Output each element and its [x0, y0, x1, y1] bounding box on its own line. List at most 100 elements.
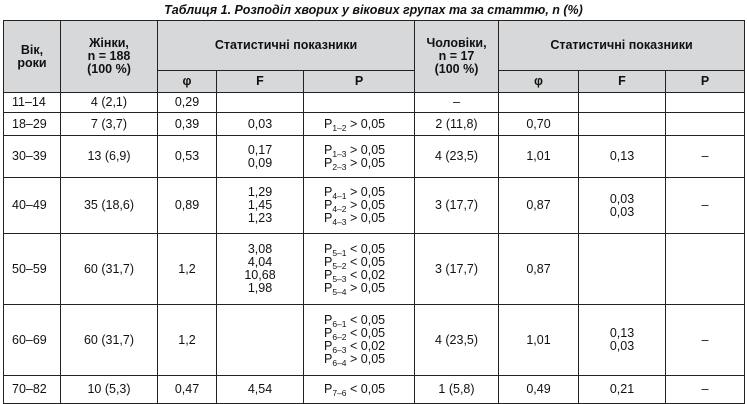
- f-value: 0,03: [609, 204, 635, 219]
- women-count-cell: 7 (3,7): [60, 112, 158, 136]
- f-value: 0,03: [609, 339, 635, 353]
- phi-women-cell: 0,47: [157, 375, 217, 404]
- men-count-cell: 3 (17,7): [414, 233, 499, 305]
- f-men-cell: [578, 112, 666, 136]
- header-women: Жінки, n = 188 (100 %): [60, 20, 158, 93]
- header-f-women: F: [216, 70, 304, 93]
- f-men-cell: [578, 233, 666, 305]
- f-value: 0,03: [609, 191, 635, 206]
- p-value: P6–2 < 0,05: [324, 326, 386, 343]
- age-distribution-table: Вік, роки Жінки, n = 188 (100 %) Статист…: [3, 20, 745, 404]
- age-cell: 18–29: [3, 112, 61, 136]
- p-women-cell: P1–3 > 0,05 P2–3 > 0,05: [303, 135, 415, 178]
- phi-men-cell: 0,87: [498, 177, 579, 234]
- table-row: 50–59 60 (31,7) 1,2 3,08 4,04 10,68 1,98 P5–1 <…: [3, 233, 745, 305]
- age-cell: 30–39: [3, 135, 61, 178]
- phi-men-cell: [498, 92, 579, 113]
- table-row: 18–29 7 (3,7) 0,39 0,03 P1–2 > 0,05 2 (11,8) 0…: [3, 112, 745, 136]
- p-value: P7–6 < 0,05: [324, 382, 386, 399]
- f-women-cell: 4,54: [216, 375, 304, 404]
- f-men-cell: [578, 92, 666, 113]
- phi-women-cell: 0,89: [157, 177, 217, 234]
- age-cell: 70–82: [3, 375, 61, 404]
- p-value: P1–2 > 0,05: [324, 116, 386, 133]
- p-value: P4–1 > 0,05: [324, 185, 386, 202]
- p-women-cell: P5–1 < 0,05 P5–2 < 0,05 P5–3 < 0,02 P5–4 > …: [303, 233, 415, 305]
- p-women-cell: P6–1 < 0,05 P6–2 < 0,05 P6–3 < 0,02 P6–4 > …: [303, 304, 415, 376]
- f-men-cell: 0,21: [578, 375, 666, 404]
- phi-men-cell: 0,70: [498, 112, 579, 136]
- header-phi-men: φ: [498, 70, 579, 93]
- p-women-cell: P4–1 > 0,05 P4–2 > 0,05 P4–3 > 0,05: [303, 177, 415, 234]
- f-women-cell: 1,29 1,45 1,23: [216, 177, 304, 234]
- phi-women-cell: 0,39: [157, 112, 217, 136]
- header-stats-women: Статистичні показники: [157, 20, 415, 71]
- p-value: P1–3 > 0,05: [324, 142, 386, 159]
- f-value: 3,08: [247, 242, 273, 256]
- f-value: 0,09: [247, 155, 273, 170]
- p-women-cell: P1–2 > 0,05: [303, 112, 415, 136]
- f-women-cell: [216, 304, 304, 376]
- header-men: Чоловіки, n = 17 (100 %): [414, 20, 499, 93]
- f-value: 0,13: [609, 326, 635, 340]
- table-row: 40–49 35 (18,6) 0,89 1,29 1,45 1,23 P4–1 > 0,0…: [3, 177, 745, 234]
- age-cell: 50–59: [3, 233, 61, 305]
- men-count-cell: 1 (5,8): [414, 375, 499, 404]
- p-men-cell: [665, 233, 745, 305]
- p-value: P6–4 > 0,05: [324, 352, 386, 369]
- f-value: 1,23: [247, 211, 273, 225]
- f-men-cell: 0,13 0,03: [578, 304, 666, 376]
- age-cell: 40–49: [3, 177, 61, 234]
- table-row: 60–69 60 (31,7) 1,2 P6–1 < 0,05 P6–2 < 0,05 P…: [3, 304, 745, 376]
- table-row: 11–14 4 (2,1) 0,29 –: [3, 92, 745, 113]
- phi-men-cell: 0,49: [498, 375, 579, 404]
- header-p-women: P: [303, 70, 415, 93]
- f-women-cell: [216, 92, 304, 113]
- f-men-cell: 0,03 0,03: [578, 177, 666, 234]
- p-women-cell: P7–6 < 0,05: [303, 375, 415, 404]
- header-age: Вік, роки: [3, 20, 61, 93]
- p-men-cell: [665, 92, 745, 113]
- p-value: P5–4 > 0,05: [324, 281, 386, 298]
- p-value: P5–2 < 0,05: [324, 255, 386, 272]
- men-count-cell: 2 (11,8): [414, 112, 499, 136]
- p-value: P6–3 < 0,02: [324, 339, 386, 356]
- f-value: 4,04: [247, 255, 273, 269]
- f-value: 0,21: [609, 382, 635, 396]
- p-value: P5–1 < 0,05: [324, 242, 386, 259]
- phi-women-cell: 0,29: [157, 92, 217, 113]
- header-p-men: P: [665, 70, 745, 93]
- p-value: P5–3 < 0,02: [324, 268, 386, 285]
- women-count-cell: 13 (6,9): [60, 135, 158, 178]
- p-value: P6–1 < 0,05: [324, 313, 386, 330]
- f-value: 0,13: [609, 149, 635, 163]
- age-cell: 11–14: [3, 92, 61, 113]
- women-count-cell: 60 (31,7): [60, 304, 158, 376]
- f-value: 1,45: [247, 198, 273, 212]
- f-value: 1,98: [247, 281, 273, 295]
- men-count-cell: 4 (23,5): [414, 135, 499, 178]
- p-men-cell: –: [665, 304, 745, 376]
- women-count-cell: 4 (2,1): [60, 92, 158, 113]
- table-row: 30–39 13 (6,9) 0,53 0,17 0,09 P1–3 > 0,05 P2–3…: [3, 135, 745, 178]
- table-caption: Таблиця 1. Розподіл хворих у вікових гру…: [164, 3, 583, 17]
- p-value: P4–2 > 0,05: [324, 198, 386, 215]
- p-value: P2–3 > 0,05: [324, 155, 386, 172]
- f-men-cell: 0,13: [578, 135, 666, 178]
- women-count-cell: 35 (18,6): [60, 177, 158, 234]
- table-row: 70–82 10 (5,3) 0,47 4,54 P7–6 < 0,05 1 (5,8) 0…: [3, 375, 745, 404]
- f-value: 0,03: [247, 116, 273, 131]
- women-count-cell: 10 (5,3): [60, 375, 158, 404]
- f-value: 4,54: [247, 382, 273, 396]
- f-value: 1,29: [247, 185, 273, 199]
- phi-men-cell: 1,01: [498, 304, 579, 376]
- f-women-cell: 3,08 4,04 10,68 1,98: [216, 233, 304, 305]
- header-stats-men: Статистичні показники: [498, 20, 745, 71]
- f-value: 10,68: [244, 268, 276, 282]
- p-men-cell: –: [665, 375, 745, 404]
- men-count-cell: 3 (17,7): [414, 177, 499, 234]
- age-cell: 60–69: [3, 304, 61, 376]
- men-count-cell: 4 (23,5): [414, 304, 499, 376]
- f-value: 0,17: [247, 142, 273, 157]
- phi-women-cell: 0,53: [157, 135, 217, 178]
